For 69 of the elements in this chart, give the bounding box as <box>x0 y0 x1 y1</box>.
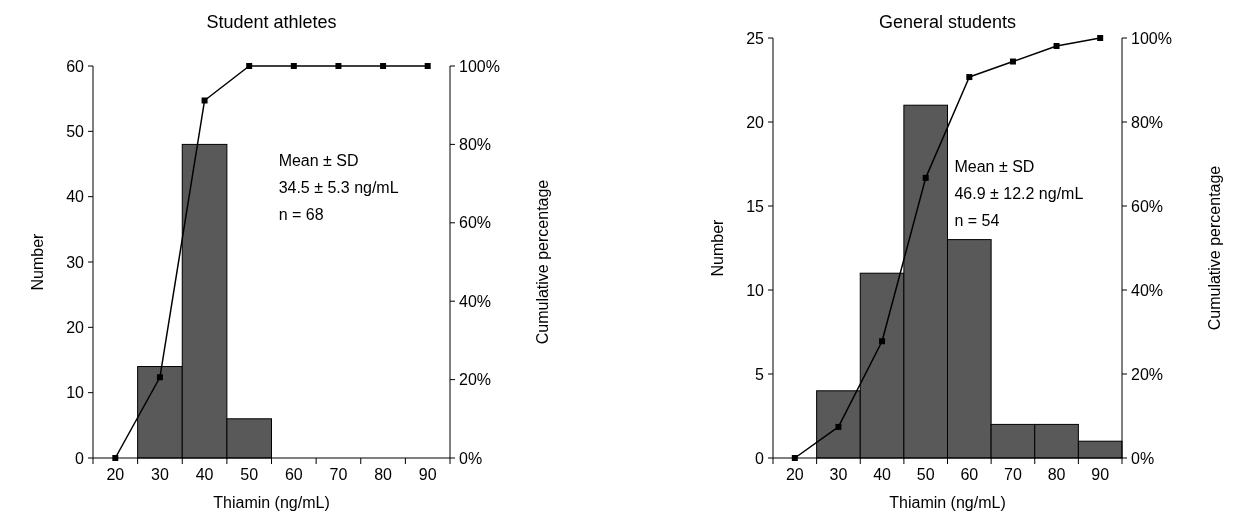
x-tick-label: 70 <box>329 466 348 483</box>
point <box>922 174 929 181</box>
x-tick-label: 60 <box>284 466 303 483</box>
x-tick-label: 60 <box>960 466 979 483</box>
x-tick-label: 90 <box>418 466 437 483</box>
annotation: 34.5 ± 5.3 ng/mL <box>278 178 399 196</box>
point <box>1053 42 1060 49</box>
y-axis-title: Number <box>709 218 726 277</box>
y-tick-label: 0 <box>755 449 765 467</box>
y2-tick-label: 60% <box>459 214 492 232</box>
y-tick-label: 50 <box>66 122 85 140</box>
y-axis-title: Number <box>29 232 46 291</box>
point <box>335 63 342 69</box>
x-tick-label: 80 <box>1047 466 1066 483</box>
y-tick-label: 10 <box>66 384 85 402</box>
y2-tick-label: 20% <box>459 371 492 389</box>
y2-tick-label: 80% <box>459 136 492 153</box>
chart-title: General students <box>878 12 1017 32</box>
x-tick-label: 80 <box>374 466 393 483</box>
y-tick-label: 5 <box>755 365 765 383</box>
y-tick-label: 20 <box>66 318 85 336</box>
y-tick-label: 0 <box>75 449 85 467</box>
x-tick-label: 20 <box>785 466 804 483</box>
y2-tick-label: 20% <box>1131 365 1164 383</box>
annotation: Mean ± SD <box>954 158 1035 176</box>
point <box>1097 35 1104 41</box>
x-axis-title: Thiamin (ng/mL) <box>889 494 1006 511</box>
point <box>156 374 163 381</box>
point <box>290 63 297 69</box>
annotation: Mean ± SD <box>278 151 359 169</box>
chart-title: Student athletes <box>206 12 337 32</box>
point <box>879 338 886 345</box>
x-tick-label: 20 <box>106 466 125 483</box>
y-tick-label: 10 <box>746 281 765 299</box>
point <box>380 63 387 69</box>
y2-tick-label: 80% <box>1131 113 1164 131</box>
x-axis-title: Thiamin (ng/mL) <box>213 494 330 511</box>
y2-axis-title: Cumulative percentage <box>534 179 551 345</box>
annotation: 46.9 ± 12.2 ng/mL <box>954 185 1084 203</box>
y-tick-label: 20 <box>746 113 765 131</box>
y2-tick-label: 100% <box>459 57 500 75</box>
x-tick-label: 50 <box>240 466 259 483</box>
y2-tick-label: 40% <box>1131 281 1164 299</box>
annotation: n = 68 <box>278 205 324 223</box>
y-tick-label: 15 <box>746 197 765 215</box>
y2-tick-label: 0% <box>459 449 483 467</box>
y2-tick-label: 40% <box>459 292 492 310</box>
y-tick-label: 30 <box>66 253 85 271</box>
point <box>424 63 431 69</box>
annotation: n = 54 <box>954 212 1000 230</box>
point <box>246 63 253 69</box>
y-tick-label: 40 <box>66 188 85 206</box>
x-tick-label: 70 <box>1004 466 1022 483</box>
y2-tick-label: 0% <box>1131 449 1155 467</box>
x-tick-label: 90 <box>1091 466 1110 483</box>
point <box>201 97 208 104</box>
x-tick-label: 40 <box>195 466 214 483</box>
y2-axis-title: Cumulative percentage <box>1206 165 1223 331</box>
x-tick-label: 40 <box>873 466 892 483</box>
y2-tick-label: 100% <box>1131 29 1172 47</box>
x-tick-label: 30 <box>829 466 848 483</box>
point <box>1009 58 1016 65</box>
x-tick-label: 50 <box>916 466 935 483</box>
y-tick-label: 25 <box>746 29 765 47</box>
point <box>835 423 842 430</box>
x-tick-label: 30 <box>151 466 169 483</box>
point <box>966 74 973 81</box>
y2-tick-label: 60% <box>1131 197 1164 215</box>
y-tick-label: 60 <box>66 57 85 75</box>
